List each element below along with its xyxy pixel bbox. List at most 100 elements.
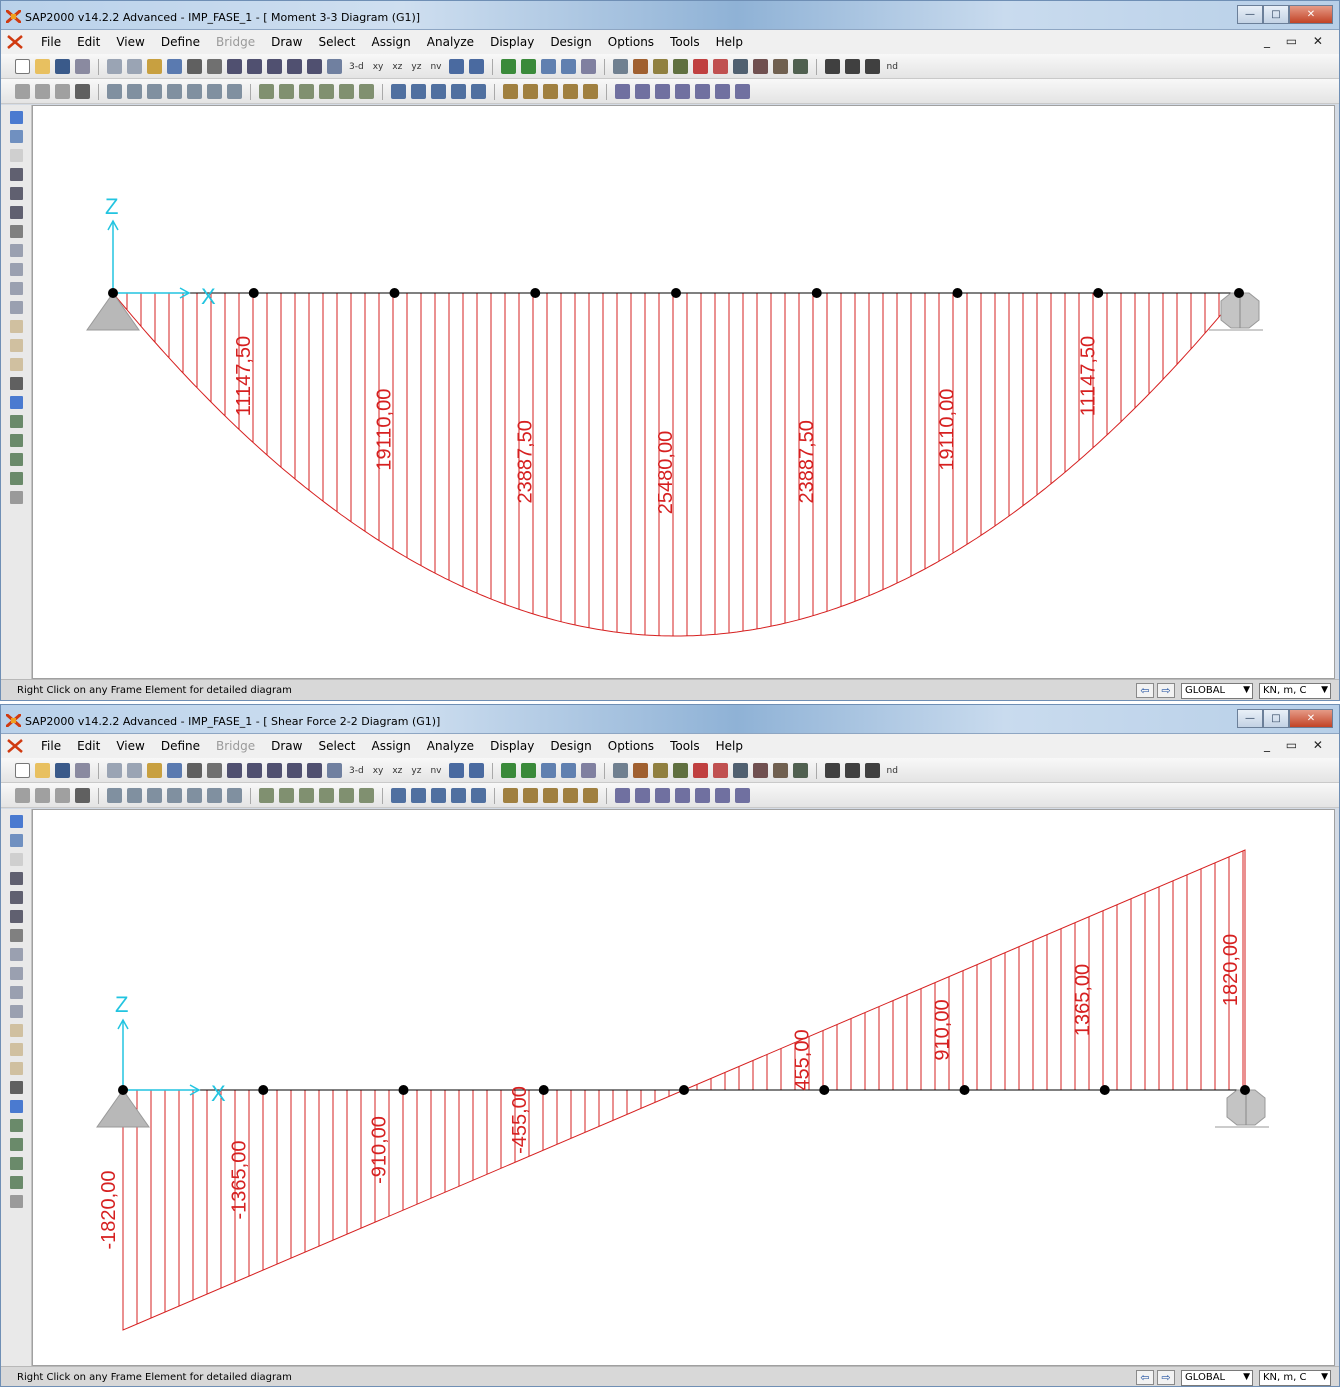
joint-loads-icon[interactable]: [259, 788, 274, 803]
select-window-icon[interactable]: [635, 84, 650, 99]
view-xy-button[interactable]: xy: [372, 765, 384, 776]
menu-design[interactable]: Design: [550, 739, 592, 753]
draw-rect-area-icon[interactable]: [10, 263, 23, 276]
view-nv-button[interactable]: nv: [430, 61, 442, 72]
pointer-icon[interactable]: [10, 111, 23, 124]
snap-perpendicular-icon[interactable]: [10, 453, 23, 466]
view-xz-button[interactable]: xz: [392, 765, 403, 776]
zoom-window-icon[interactable]: [227, 59, 242, 74]
menu-options[interactable]: Options: [607, 35, 655, 49]
menu-edit[interactable]: Edit: [77, 739, 101, 753]
menu-help[interactable]: Help: [715, 739, 743, 753]
show-deformed-icon[interactable]: [652, 59, 668, 74]
snap-lines-icon[interactable]: [10, 472, 23, 485]
menu-edit[interactable]: Edit: [77, 35, 101, 49]
select-intersect-icon[interactable]: [655, 84, 670, 99]
object-shrink-icon[interactable]: [540, 763, 556, 778]
menu-define[interactable]: Define: [160, 739, 200, 753]
quick-draw-brace-icon[interactable]: [10, 910, 23, 923]
select-group-icon[interactable]: [695, 788, 710, 803]
previous-arrow-button[interactable]: ⇦: [1136, 683, 1154, 698]
snap-perpendicular-icon[interactable]: [10, 1157, 23, 1170]
frame-release-icon[interactable]: [844, 59, 860, 74]
coord-system-dropdown[interactable]: GLOBAL ▼: [1181, 1370, 1253, 1386]
show-bridge-icon[interactable]: [792, 763, 808, 778]
draw-poly-area-icon[interactable]: [10, 948, 23, 961]
menu-display[interactable]: Display: [490, 35, 535, 49]
copy-icon[interactable]: [35, 84, 50, 99]
plot-functions-icon[interactable]: [752, 59, 768, 74]
menu-file[interactable]: File: [41, 35, 62, 49]
pointer-icon[interactable]: [10, 815, 23, 828]
insertion-point-icon[interactable]: [563, 84, 578, 99]
minimize-button[interactable]: —: [1237, 5, 1263, 24]
view-nv-button[interactable]: nv: [430, 765, 442, 776]
solid-properties-icon[interactable]: [207, 788, 222, 803]
up-arrow-icon[interactable]: [500, 59, 516, 74]
view-yz-button[interactable]: yz: [411, 61, 422, 72]
menu-tools[interactable]: Tools: [670, 739, 700, 753]
next-arrow-button[interactable]: ⇨: [1157, 1370, 1175, 1385]
select-all-icon[interactable]: [10, 1024, 23, 1037]
select-window-icon[interactable]: [635, 788, 650, 803]
zoom-in-icon[interactable]: [287, 763, 302, 778]
draw-tendon-icon[interactable]: [431, 788, 446, 803]
draw-rect-area-icon[interactable]: [10, 967, 23, 980]
joint-constraint-icon[interactable]: [127, 788, 142, 803]
open-folder-icon[interactable]: [35, 763, 50, 778]
view-3d-button[interactable]: 3-d: [349, 61, 364, 72]
show-loads-icon[interactable]: [632, 59, 648, 74]
paste-icon[interactable]: [55, 788, 70, 803]
frame-sections-icon[interactable]: [147, 84, 162, 99]
menu-bridge[interactable]: Bridge: [216, 35, 256, 49]
quick-draw-frame-icon[interactable]: [10, 891, 23, 904]
menu-assign[interactable]: Assign: [371, 739, 411, 753]
cut-icon[interactable]: [15, 788, 30, 803]
solid-properties-icon[interactable]: [207, 84, 222, 99]
snap-ends-icon[interactable]: [10, 1119, 23, 1132]
get-previous-selection-icon[interactable]: [10, 339, 23, 352]
coord-system-dropdown[interactable]: GLOBAL ▼: [1181, 683, 1253, 699]
design-info-icon[interactable]: [712, 59, 728, 74]
frame-loads-icon[interactable]: [279, 84, 294, 99]
menu-display[interactable]: Display: [490, 739, 535, 753]
show-loads-icon[interactable]: [632, 763, 648, 778]
copy-icon[interactable]: [35, 788, 50, 803]
minimize-button[interactable]: —: [1237, 709, 1263, 728]
fraction-icon[interactable]: [580, 763, 596, 778]
panel-zone-icon[interactable]: [543, 788, 558, 803]
units-dropdown[interactable]: KN, m, C ▼: [1259, 683, 1331, 699]
print-icon[interactable]: [75, 763, 90, 778]
show-virtual-work-icon[interactable]: [692, 763, 708, 778]
snap-intersections-icon[interactable]: [10, 1138, 23, 1151]
frame-sections-icon[interactable]: [147, 788, 162, 803]
save-icon[interactable]: [55, 59, 70, 74]
menu-draw[interactable]: Draw: [271, 739, 303, 753]
draw-grid-icon[interactable]: [451, 788, 466, 803]
frame-moment-icon[interactable]: [864, 763, 880, 778]
paste-icon[interactable]: [55, 84, 70, 99]
pan-icon[interactable]: [327, 763, 342, 778]
delete-icon[interactable]: [75, 788, 90, 803]
refresh-icon[interactable]: [207, 763, 222, 778]
fraction-icon[interactable]: [580, 59, 596, 74]
zoom-previous-icon[interactable]: [267, 763, 282, 778]
show-forces-icon[interactable]: [672, 59, 688, 74]
select-group-icon[interactable]: [695, 84, 710, 99]
intersecting-line-icon[interactable]: [10, 1081, 23, 1094]
menu-view[interactable]: View: [116, 739, 145, 753]
draw-solid-icon[interactable]: [10, 301, 23, 314]
joint-restraint-icon[interactable]: [107, 84, 122, 99]
lock-icon[interactable]: [167, 59, 182, 74]
panel-zone-icon[interactable]: [543, 84, 558, 99]
solid-loads-icon[interactable]: [359, 84, 374, 99]
menu-bridge[interactable]: Bridge: [216, 739, 256, 753]
frame-loads-icon[interactable]: [279, 788, 294, 803]
shear-diagram-canvas[interactable]: Z X -1820,00 -1365,00 -910,00 -455,00 455,00…: [32, 809, 1335, 1366]
zoom-in-icon[interactable]: [287, 59, 302, 74]
draw-joint-icon[interactable]: [10, 853, 23, 866]
zoom-extents-icon[interactable]: [247, 763, 262, 778]
cut-icon[interactable]: [15, 84, 30, 99]
draw-frame-icon[interactable]: [391, 84, 406, 99]
set-display-options-icon[interactable]: [560, 59, 576, 74]
